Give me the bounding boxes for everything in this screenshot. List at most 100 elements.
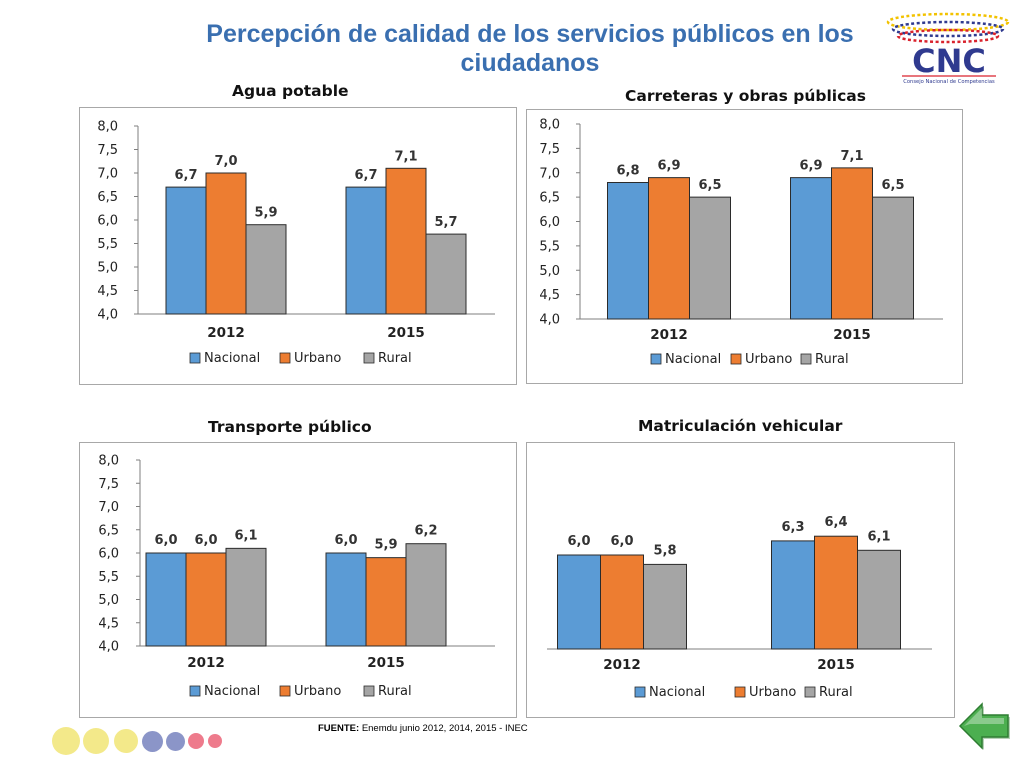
bar-nacional-2012 (607, 182, 649, 320)
bar-urbano-2012 (648, 177, 690, 320)
category-label: 2012 (603, 657, 641, 673)
legend-label-nacional: Nacional (649, 685, 705, 700)
decorative-dot (83, 728, 109, 754)
data-label: 5,7 (434, 215, 457, 230)
data-label: 7,1 (394, 149, 417, 164)
legend-swatch-nacional (650, 353, 662, 365)
data-label: 6,9 (799, 159, 822, 174)
bar-rural-2015 (872, 196, 914, 320)
legend-label-rural: Rural (819, 685, 853, 700)
y-tick-label: 5,0 (539, 264, 560, 279)
legend-swatch-urbano (734, 686, 746, 698)
decorative-dot (142, 730, 163, 752)
data-label: 7,0 (214, 154, 237, 169)
data-label: 6,8 (616, 164, 639, 179)
decorative-dot (114, 729, 138, 753)
category-label: 2015 (833, 327, 871, 343)
y-tick-label: 6,5 (98, 523, 119, 538)
legend-swatch-rural (804, 686, 816, 698)
category-label: 2015 (367, 655, 405, 671)
legend-swatch-urbano (279, 352, 291, 364)
legend-label-nacional: Nacional (204, 684, 260, 699)
y-tick-label: 4,5 (97, 284, 118, 299)
logo-text: CNC (912, 42, 986, 80)
legend-swatch-nacional (189, 352, 201, 364)
y-tick-label: 4,5 (98, 616, 119, 631)
data-label: 6,2 (414, 524, 437, 539)
decorative-dot (208, 734, 222, 748)
arrow-left-icon (958, 702, 1010, 750)
bar-rural-2015 (857, 549, 901, 650)
chart-matriculacion: 6,0 6,0 5,8 2012 6,3 6,4 6,1 2015 Nacional Urbano… (526, 442, 955, 718)
data-label: 6,7 (354, 168, 377, 183)
cnc-logo: CNC Consejo Nacional de Competencias (886, 12, 1010, 85)
data-label: 6,0 (194, 533, 217, 548)
chart-title-transporte: Transporte público (208, 418, 372, 436)
source-note: FUENTE: Enemdu junio 2012, 2014, 2015 - … (318, 723, 528, 734)
y-tick-label: 4,5 (539, 288, 560, 303)
legend-label-rural: Rural (378, 351, 412, 366)
legend-label-rural: Rural (378, 684, 412, 699)
y-tick-label: 8,0 (97, 120, 118, 135)
y-tick-label: 5,5 (539, 239, 560, 254)
y-tick-label: 7,5 (539, 142, 560, 157)
y-tick-label: 6,0 (97, 214, 118, 229)
bar-rural-2012 (245, 224, 287, 315)
bar-rural-2012 (689, 196, 731, 320)
y-tick-label: 8,0 (98, 454, 119, 469)
bar-urbano-2012 (185, 552, 227, 647)
legend-label-urbano: Urbano (294, 351, 341, 366)
y-tick-label: 8,0 (539, 118, 560, 133)
bar-nacional-2015 (790, 177, 832, 320)
data-label: 7,1 (840, 149, 863, 164)
y-tick-label: 5,0 (97, 261, 118, 276)
data-label: 6,5 (698, 178, 721, 193)
category-label: 2015 (817, 657, 855, 673)
legend-swatch-nacional (634, 686, 646, 698)
data-label: 5,9 (254, 206, 277, 221)
bar-urbano-2012 (205, 172, 247, 315)
data-label: 6,1 (234, 528, 257, 543)
y-tick-label: 7,0 (97, 167, 118, 182)
logo-subtitle: Consejo Nacional de Competencias (903, 79, 995, 85)
page-title: Percepción de calidad de los servicios p… (206, 20, 854, 77)
source-label: FUENTE: (318, 723, 360, 734)
bar-nacional-2015 (345, 186, 387, 315)
y-tick-label: 4,0 (98, 640, 119, 655)
decorative-dot (52, 727, 80, 755)
chart-title-carreteras: Carreteras y obras públicas (625, 87, 866, 105)
y-tick-label: 6,0 (539, 215, 560, 230)
legend-swatch-rural (363, 352, 375, 364)
chart-agua-potable: 8,0 7,5 7,0 6,5 6,0 5,5 5,0 4,5 4,0 6,7 7,0 5,9 2012… (79, 107, 517, 385)
y-tick-label: 5,5 (97, 237, 118, 252)
category-label: 2012 (650, 327, 688, 343)
bar-nacional-2012 (165, 186, 207, 315)
chart-svg: 8,0 7,5 7,0 6,5 6,0 5,5 5,0 4,5 4,0 6,0 6,0 6,1 2012… (98, 454, 495, 699)
data-label: 5,8 (653, 543, 676, 558)
logo-globe-icon (886, 12, 1010, 44)
legend-label-urbano: Urbano (294, 684, 341, 699)
y-tick-label: 7,0 (98, 500, 119, 515)
bar-nacional-2015 (771, 540, 815, 650)
data-label: 6,9 (657, 159, 680, 174)
back-arrow-button[interactable] (956, 698, 1012, 754)
chart-svg: 8,0 7,5 7,0 6,5 6,0 5,5 5,0 4,5 4,0 6,8 6,9 6,5 2012… (539, 118, 943, 367)
bar-urbano-2015 (814, 535, 858, 650)
legend-swatch-urbano (279, 685, 291, 697)
data-label: 5,9 (374, 538, 397, 553)
y-tick-label: 5,0 (98, 593, 119, 608)
chart-title-matriculacion: Matriculación vehicular (638, 417, 843, 435)
y-tick-label: 7,5 (97, 143, 118, 158)
decorative-dot (188, 733, 204, 749)
chart-transporte: 8,0 7,5 7,0 6,5 6,0 5,5 5,0 4,5 4,0 6,0 6,0 6,1 2012… (79, 442, 517, 718)
chart-svg: 6,0 6,0 5,8 2012 6,3 6,4 6,1 2015 Nacional Urbano… (547, 515, 932, 700)
legend-label-rural: Rural (815, 352, 849, 367)
y-tick-label: 5,5 (98, 570, 119, 585)
y-tick-label: 4,0 (97, 308, 118, 323)
data-label: 6,1 (867, 529, 890, 544)
bar-rural-2012 (643, 563, 687, 650)
source-text: Enemdu junio 2012, 2014, 2015 - INEC (361, 723, 528, 734)
legend-label-nacional: Nacional (665, 352, 721, 367)
decorative-dot (166, 731, 185, 751)
data-label: 6,7 (174, 168, 197, 183)
